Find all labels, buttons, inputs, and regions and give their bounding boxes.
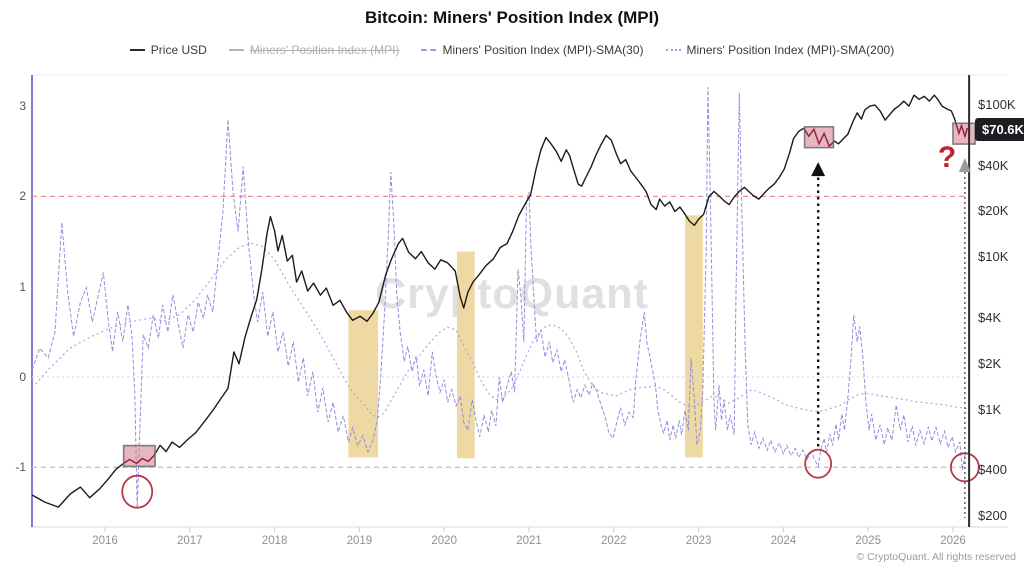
left-axis-tick: 0 [19, 370, 26, 384]
left-axis-tick: -1 [15, 460, 26, 475]
copyright-note: © CryptoQuant. All rights reserved [856, 551, 1016, 563]
legend-item-price-usd[interactable]: Price USD [129, 43, 207, 57]
x-axis-tick: 2021 [516, 535, 542, 547]
left-axis-tick: 2 [19, 189, 26, 204]
x-axis-tick: 2016 [92, 535, 118, 547]
left-axis-tick: 1 [19, 279, 26, 294]
x-axis-tick: 2025 [855, 535, 881, 547]
right-axis-tick: $2K [978, 355, 1002, 371]
watermark: CryptoQuant [375, 270, 649, 318]
x-axis-tick: 2018 [261, 535, 288, 547]
x-axis-tick: 2022 [601, 535, 627, 547]
legend-item-mpi-sma200[interactable]: Miners' Position Index (MPI)-SMA(200) [665, 43, 895, 57]
right-axis-tick: $100K [978, 97, 1016, 112]
x-axis-tick: 2017 [177, 535, 203, 547]
page-title: Bitcoin: Miners' Position Index (MPI) [365, 8, 659, 27]
legend-item-mpi[interactable]: Miners' Position Index (MPI) [228, 43, 400, 57]
right-axis-tick: $200 [978, 508, 1007, 524]
legend-label-mpi: Miners' Position Index (MPI) [249, 43, 400, 57]
right-axis-tick: $40K [978, 157, 1009, 173]
sma30-line-marker-icon [421, 49, 437, 51]
right-axis-tick: $20K [978, 203, 1009, 219]
price-line-marker-icon [129, 49, 145, 51]
x-axis-tick: 2024 [770, 535, 797, 547]
x-axis-tick: 2019 [346, 535, 373, 547]
legend-label-mpi-sma30: Miners' Position Index (MPI)-SMA(30) [442, 43, 644, 57]
sma200-line-marker-icon [665, 49, 681, 51]
x-axis-tick: 2020 [431, 535, 457, 547]
mpi-line-marker-icon [228, 49, 244, 51]
right-axis-tick: $1K [978, 401, 1002, 417]
x-axis-tick: 2023 [685, 535, 712, 547]
right-axis-tick: $4K [978, 309, 1002, 325]
question-mark-annotation: ? [937, 141, 957, 174]
right-axis-tick: $10K [978, 249, 1009, 265]
x-axis-tick: 2026 [940, 535, 966, 547]
legend-label-price-usd: Price USD [150, 43, 207, 57]
legend-item-mpi-sma30[interactable]: Miners' Position Index (MPI)-SMA(30) [421, 43, 644, 57]
left-axis-tick: 3 [19, 99, 26, 114]
right-axis-tick: $400 [978, 462, 1007, 478]
current-price-badge: $70.6K [975, 118, 1024, 141]
legend-label-mpi-sma200: Miners' Position Index (MPI)-SMA(200) [686, 43, 895, 57]
legend: Price USD Miners' Position Index (MPI) M… [0, 43, 1024, 57]
